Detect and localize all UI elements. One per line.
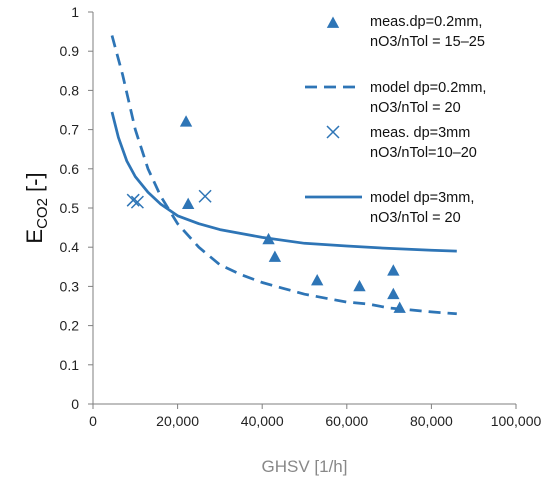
x-tick-label: 60,000 (325, 413, 368, 429)
data-point-triangle (387, 264, 400, 276)
legend-entry-triangle-marker: meas.dp=0.2mm, nO3/nTol = 15–25 (326, 14, 485, 50)
legend-label-line1: meas.dp=0.2mm, (370, 14, 482, 30)
x-marker-stroke (130, 195, 144, 209)
data-point-triangle (268, 250, 282, 262)
y-tick-label: 0 (71, 396, 79, 412)
series-layer (110, 35, 457, 316)
x-marker-stroke (326, 125, 340, 139)
data-point-triangle (387, 287, 400, 300)
series-solid-line (110, 111, 457, 253)
y-tick-label: 1 (71, 4, 79, 20)
legend-symbol-triangle (326, 16, 340, 28)
x-tick-label: 80,000 (410, 413, 453, 429)
legend: meas.dp=0.2mm, nO3/nTol = 15–25 model dp=0… (305, 14, 486, 226)
legend-label-line2: nO3/nTol = 20 (370, 100, 461, 116)
x-marker-stroke (126, 193, 140, 207)
series-x-marker (126, 189, 212, 209)
legend-label-line2: nO3/nTol = 15–25 (370, 34, 485, 50)
y-axis-title-main: E (22, 229, 47, 244)
y-axis-title: ECO2 [-] (22, 172, 51, 243)
x-tick-label: 0 (89, 413, 97, 429)
legend-label-line1: model dp=3mm, (370, 190, 474, 206)
y-tick-label: 0.7 (60, 122, 80, 138)
y-tick-label: 0.3 (60, 278, 80, 294)
legend-entry-dashed-line: model dp=0.2mm, nO3/nTol = 20 (305, 80, 486, 116)
legend-entry-x-marker: meas. dp=3mm nO3/nTol=10–20 (326, 125, 477, 161)
model-line-solid (110, 111, 457, 253)
x-marker-stroke (198, 189, 212, 203)
series-dashed-line (110, 35, 457, 316)
y-tick-label: 0.6 (60, 161, 80, 177)
legend-label-line1: meas. dp=3mm (370, 125, 470, 141)
y-tick-label: 0.8 (60, 82, 80, 98)
x-tick-label: 20,000 (156, 413, 199, 429)
data-point-triangle (353, 279, 366, 292)
data-point-x (126, 193, 140, 207)
data-point-triangle (311, 274, 324, 286)
x-tick-label: 100,000 (491, 413, 542, 429)
data-point-triangle (393, 301, 406, 313)
model-line-dashed (110, 35, 457, 316)
legend-label-line2: nO3/nTol=10–20 (370, 145, 477, 161)
y-tick-label: 0.2 (60, 318, 80, 334)
legend-entry-solid-line: model dp=3mm, nO3/nTol = 20 (305, 190, 474, 226)
data-point-triangle (179, 115, 193, 127)
y-tick-label: 0.9 (60, 43, 80, 59)
y-tick-label: 0.5 (60, 200, 80, 216)
x-tick-label: 40,000 (241, 413, 284, 429)
series-triangle-marker (179, 115, 406, 313)
y-tick-label: 0.1 (60, 357, 80, 373)
y-axis-title-sub: CO2 (34, 198, 51, 229)
y-tick-label: 0.4 (60, 239, 80, 255)
data-point-x (130, 195, 144, 209)
data-point-triangle (182, 197, 195, 209)
x-axis-title: GHSV [1/h] (262, 457, 348, 476)
y-axis-title-tail: [-] (22, 172, 47, 198)
legend-label-line1: model dp=0.2mm, (370, 80, 486, 96)
data-point-x (198, 189, 212, 203)
axes: 0 0.1 0.2 0.3 0.4 0.5 0.6 0.7 0.8 0.9 1 0 20,000 40,0… (60, 4, 542, 429)
legend-label-line2: nO3/nTol = 20 (370, 210, 461, 226)
